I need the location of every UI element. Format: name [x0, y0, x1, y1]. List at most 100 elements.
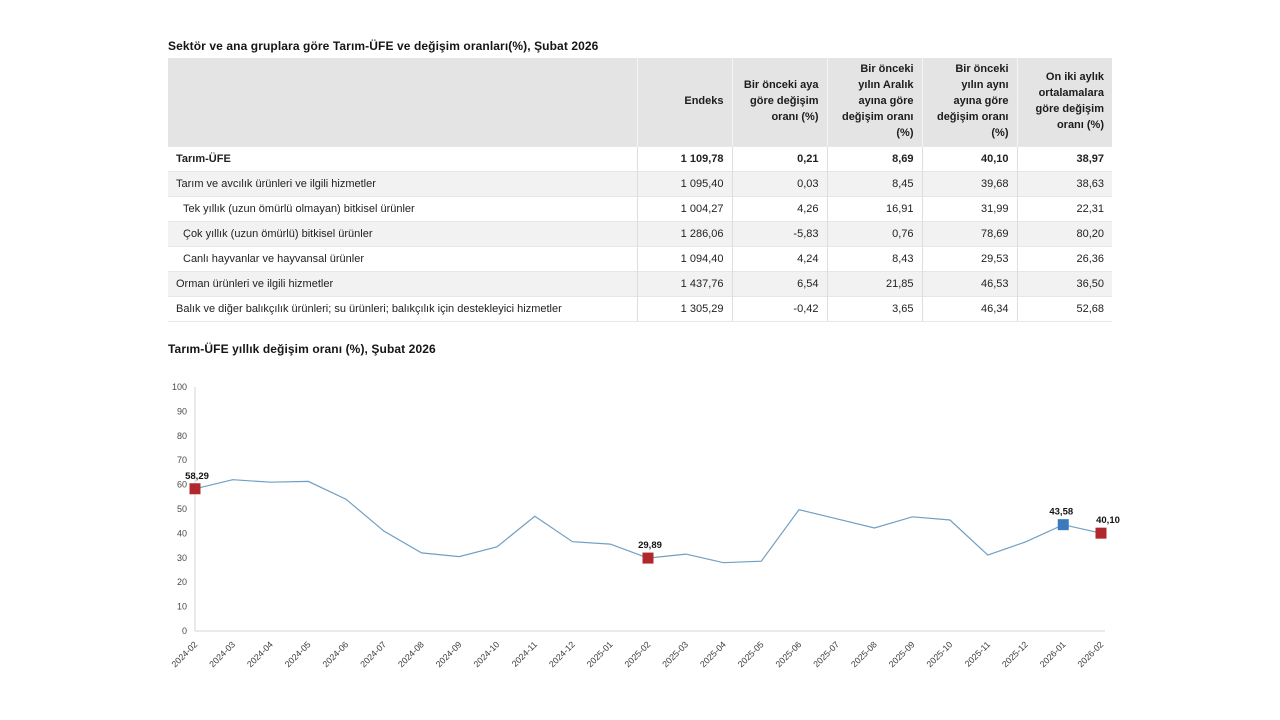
- row-value: 39,68: [921, 170, 1017, 197]
- x-tick-label: 2024-07: [358, 639, 388, 669]
- x-tick-label: 2025-06: [774, 639, 804, 669]
- header-cell: Bir önceki yılın Aralık ayına göre değiş…: [826, 58, 922, 147]
- table-row: Çok yıllık (uzun ömürlü) bitkisel ürünle…: [168, 220, 1112, 247]
- row-label: Balık ve diğer balıkçılık ürünleri; su ü…: [168, 295, 637, 322]
- x-tick-label: 2025-10: [925, 639, 955, 669]
- table-row: Balık ve diğer balıkçılık ürünleri; su ü…: [168, 295, 1112, 322]
- x-tick-label: 2024-02: [170, 639, 200, 669]
- row-label: Tarım-ÜFE: [168, 145, 637, 172]
- y-tick-label: 90: [177, 406, 187, 416]
- row-value: 6,54: [731, 270, 827, 297]
- row-value: 3,65: [826, 295, 922, 322]
- line-chart: 0 10 20 30 40 50 60 70 80 90 100 2024-02 2024-03 2024…: [170, 382, 1120, 669]
- header-cell: Endeks: [636, 58, 732, 147]
- row-value: 38,63: [1016, 170, 1112, 197]
- x-tick-label: 2025-11: [963, 639, 993, 669]
- row-value: 31,99: [921, 195, 1017, 222]
- x-tick-label: 2025-12: [1000, 639, 1030, 669]
- table-title: Sektör ve ana gruplara göre Tarım-ÜFE ve…: [168, 39, 599, 53]
- y-tick-label: 100: [172, 382, 187, 392]
- x-tick-label: 2026-02: [1076, 639, 1106, 669]
- row-value: 4,24: [731, 245, 827, 272]
- data-point-label: 58,29: [185, 471, 209, 482]
- row-value: 8,69: [826, 145, 922, 172]
- row-value: 52,68: [1016, 295, 1112, 322]
- report-content: Sektör ve ana gruplara göre Tarım-ÜFE ve…: [168, 0, 1120, 720]
- row-value: 1 094,40: [636, 245, 732, 272]
- chart-title: Tarım-ÜFE yıllık değişim oranı (%), Şuba…: [168, 342, 436, 356]
- row-value: 36,50: [1016, 270, 1112, 297]
- y-tick-label: 80: [177, 431, 187, 441]
- row-value: 1 095,40: [636, 170, 732, 197]
- table-row: Tarım ve avcılık ürünleri ve ilgili hizm…: [168, 170, 1112, 197]
- table-header: Endeks Bir önceki aya göre değişim oranı …: [168, 58, 1112, 147]
- row-value: 8,45: [826, 170, 922, 197]
- x-tick-label: 2024-10: [472, 639, 502, 669]
- row-value: 1 109,78: [636, 145, 732, 172]
- row-value: 78,69: [921, 220, 1017, 247]
- data-point-marker: [1057, 519, 1069, 531]
- row-value: 21,85: [826, 270, 922, 297]
- y-tick-label: 10: [177, 602, 187, 612]
- row-value: 8,43: [826, 245, 922, 272]
- x-tick-label: 2024-09: [434, 639, 464, 669]
- row-value: 1 305,29: [636, 295, 732, 322]
- row-label: Orman ürünleri ve ilgili hizmetler: [168, 270, 637, 297]
- row-value: 40,10: [921, 145, 1017, 172]
- x-tick-label: 2024-04: [245, 639, 275, 669]
- table-row: Tarım-ÜFE 1 109,78 0,21 8,69 40,10 38,97: [168, 145, 1112, 172]
- data-point-marker: [1095, 527, 1107, 539]
- table-row: Tek yıllık (uzun ömürlü olmayan) bitkise…: [168, 195, 1112, 222]
- y-tick-label: 0: [182, 626, 187, 636]
- row-value: 0,03: [731, 170, 827, 197]
- data-point-label: 43,58: [1049, 507, 1073, 518]
- x-tick-label: 2025-07: [811, 639, 841, 669]
- header-cell: Bir önceki yılın aynı ayına göre değişim…: [921, 58, 1017, 147]
- x-tick-label: 2025-08: [849, 639, 879, 669]
- x-tick-label: 2024-11: [510, 639, 540, 669]
- header-cell-empty: [168, 58, 637, 147]
- sector-index-table: Endeks Bir önceki aya göre değişim oranı …: [168, 58, 1112, 322]
- x-tick-label: 2024-12: [547, 639, 577, 669]
- row-value: 16,91: [826, 195, 922, 222]
- row-value: 4,26: [731, 195, 827, 222]
- x-tick-label: 2024-05: [283, 639, 313, 669]
- row-value: -0,42: [731, 295, 827, 322]
- row-value: 1 437,76: [636, 270, 732, 297]
- y-tick-label: 20: [177, 577, 187, 587]
- x-tick-label: 2024-08: [396, 639, 426, 669]
- table-row: Canlı hayvanlar ve hayvansal ürünler 1 09…: [168, 245, 1112, 272]
- row-label: Tarım ve avcılık ürünleri ve ilgili hizm…: [168, 170, 637, 197]
- row-value: 46,53: [921, 270, 1017, 297]
- row-value: 38,97: [1016, 145, 1112, 172]
- y-tick-label: 40: [177, 528, 187, 538]
- header-cell: Bir önceki aya göre değişim oranı (%): [731, 58, 827, 147]
- row-label: Çok yıllık (uzun ömürlü) bitkisel ürünle…: [168, 220, 637, 247]
- x-tick-label: 2024-06: [321, 639, 351, 669]
- row-label: Canlı hayvanlar ve hayvansal ürünler: [168, 245, 637, 272]
- data-point-marker: [642, 552, 654, 564]
- row-value: -5,83: [731, 220, 827, 247]
- x-tick-label: 2025-04: [698, 639, 728, 669]
- row-value: 22,31: [1016, 195, 1112, 222]
- x-tick-label: 2025-09: [887, 639, 917, 669]
- table-row: Orman ürünleri ve ilgili hizmetler 1 437,…: [168, 270, 1112, 297]
- header-cell: On iki aylık ortalamalara göre değişim o…: [1016, 58, 1112, 147]
- row-value: 0,21: [731, 145, 827, 172]
- row-value: 1 004,27: [636, 195, 732, 222]
- data-point-marker: [189, 483, 201, 495]
- x-tick-label: 2025-01: [585, 639, 615, 669]
- data-point-label: 40,10: [1096, 515, 1120, 526]
- y-tick-label: 50: [177, 504, 187, 514]
- y-tick-label: 30: [177, 553, 187, 563]
- x-tick-label: 2025-03: [660, 639, 690, 669]
- row-value: 80,20: [1016, 220, 1112, 247]
- row-value: 29,53: [921, 245, 1017, 272]
- table-body: Tarım-ÜFE 1 109,78 0,21 8,69 40,10 38,97 Tarım…: [168, 145, 1112, 322]
- table-header-row: Endeks Bir önceki aya göre değişim oranı …: [168, 58, 1112, 147]
- data-point-label: 29,89: [638, 540, 662, 551]
- row-label: Tek yıllık (uzun ömürlü olmayan) bitkise…: [168, 195, 637, 222]
- row-value: 1 286,06: [636, 220, 732, 247]
- x-tick-label: 2025-05: [736, 639, 766, 669]
